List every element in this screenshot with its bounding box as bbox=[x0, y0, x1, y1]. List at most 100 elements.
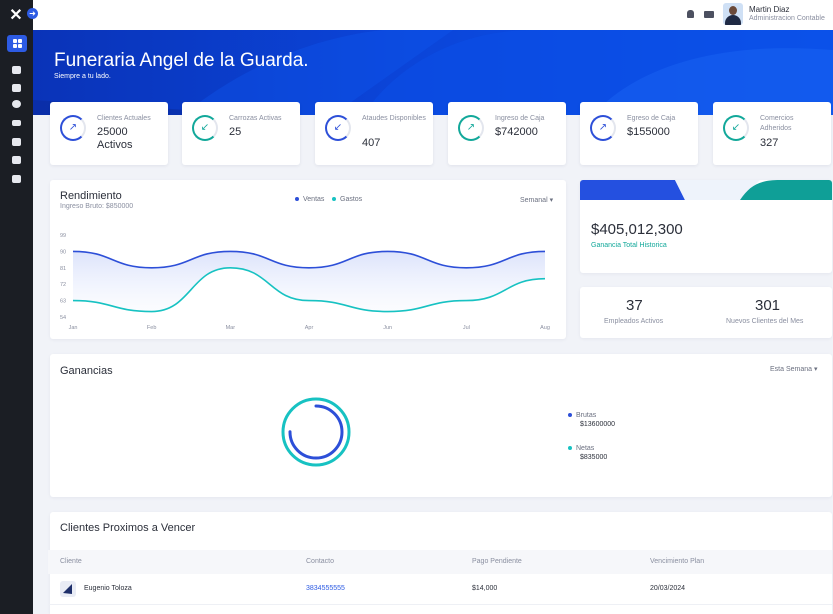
netas-value: $835000 bbox=[580, 454, 608, 461]
y-tick-label: 81 bbox=[60, 266, 66, 272]
y-tick-label: 90 bbox=[60, 249, 66, 255]
ganancias-card: Ganancias Esta Semana ▾ Brutas $13600000… bbox=[50, 354, 832, 497]
legend-brutas: Brutas bbox=[568, 412, 596, 419]
bell-icon[interactable] bbox=[687, 10, 694, 18]
ganancia-total-amount: $405,012,300 bbox=[591, 221, 683, 238]
series-area-fill bbox=[73, 251, 545, 312]
sidebar: ✕ bbox=[0, 0, 33, 614]
arrow-up-right-icon: ↗ bbox=[590, 115, 616, 141]
hero-title: Funeraria Angel de la Guarda. bbox=[54, 50, 309, 71]
legend-ventas[interactable]: Ventas bbox=[295, 196, 324, 203]
user-name: Martin Diaz bbox=[749, 5, 790, 14]
x-tick-label: Aug bbox=[540, 325, 550, 331]
stat-value: $742000 bbox=[495, 126, 538, 138]
legend-ventas-label: Ventas bbox=[303, 196, 325, 203]
legend-brutas-label: Brutas bbox=[576, 412, 597, 419]
cell-cliente: Eugenio Toloza bbox=[84, 585, 132, 592]
stat-card-carrozas[interactable]: ↙ Carrozas Activas 25 bbox=[182, 102, 300, 165]
rendimiento-card: Rendimiento Ingreso Bruto: $850000 Venta… bbox=[50, 180, 566, 339]
stat-value: 327 bbox=[760, 137, 779, 149]
legend-ventas-dot bbox=[295, 197, 299, 202]
x-tick-label: Feb bbox=[147, 325, 156, 331]
stats-mini-card: 37 Empleados Activos 301 Nuevos Clientes… bbox=[580, 287, 832, 338]
stat-label: Comercios Adheridos bbox=[760, 115, 794, 132]
stat-value: $155000 bbox=[627, 126, 670, 138]
stat-card-comercios[interactable]: ↙ Comercios Adheridos 327 bbox=[713, 102, 831, 165]
period-dropdown-label: Semanal bbox=[520, 197, 548, 204]
sidebar-item-home-icon[interactable] bbox=[12, 66, 21, 74]
sidebar-item-chat-icon[interactable] bbox=[12, 138, 21, 146]
legend-netas-dot bbox=[568, 446, 572, 451]
y-tick-label: 99 bbox=[60, 233, 66, 239]
x-tick-label: Apr bbox=[305, 325, 314, 331]
stat-card-egreso[interactable]: ↗ Egreso de Caja $155000 bbox=[580, 102, 698, 165]
sidebar-item-vehicles-icon[interactable] bbox=[12, 84, 21, 92]
nuevos-value: 301 bbox=[755, 297, 781, 314]
stat-card-ingreso[interactable]: ↗ Ingreso de Caja $742000 bbox=[448, 102, 566, 165]
sidebar-item-dashboard[interactable] bbox=[7, 35, 27, 52]
y-tick-label: 63 bbox=[60, 299, 66, 305]
arrow-down-left-icon: ↙ bbox=[192, 115, 218, 141]
topbar: Martin Diaz Administracion Contable bbox=[33, 0, 833, 30]
cell-contacto-link[interactable]: 3834555555 bbox=[306, 585, 345, 592]
rendimiento-title: Rendimiento bbox=[60, 190, 122, 202]
ganancias-donut-chart bbox=[281, 397, 351, 467]
donut-netas-arc[interactable] bbox=[281, 397, 351, 467]
stat-value: 407 bbox=[362, 137, 381, 149]
sidebar-item-users-icon[interactable] bbox=[12, 120, 21, 126]
nuevos-label: Nuevos Clientes del Mes bbox=[726, 318, 804, 325]
table-header bbox=[48, 550, 832, 574]
arrow-up-right-icon: ↗ bbox=[458, 115, 484, 141]
legend-gastos[interactable]: Gastos bbox=[332, 196, 362, 203]
period-dropdown[interactable]: Semanal ▾ bbox=[520, 197, 554, 204]
legend-brutas-dot bbox=[568, 413, 572, 418]
sidebar-item-shield-icon[interactable] bbox=[12, 100, 21, 108]
hero-subtitle: Siempre a tu lado. bbox=[54, 73, 111, 80]
legend-gastos-dot bbox=[332, 197, 336, 202]
empleados-value: 37 bbox=[626, 297, 643, 314]
stat-label: Ataudes Disponibles bbox=[362, 115, 426, 122]
stat-label: Clientes Actuales bbox=[97, 115, 151, 122]
rendimiento-subtitle: Ingreso Bruto: $850000 bbox=[60, 203, 134, 210]
arrow-up-right-icon: ↗ bbox=[60, 115, 86, 141]
col-contacto: Contacto bbox=[306, 558, 335, 565]
avatar[interactable] bbox=[723, 3, 743, 25]
stat-value: 25 bbox=[229, 126, 242, 138]
ganancias-period-dropdown[interactable]: Esta Semana ▾ bbox=[770, 366, 818, 373]
ganancia-total-card: $405,012,300 Ganancia Total Historica bbox=[580, 180, 832, 273]
client-logo-icon bbox=[60, 581, 76, 597]
ganancia-total-label: Ganancia Total Historica bbox=[591, 242, 667, 249]
stat-card-clientes[interactable]: ↗ Clientes Actuales 25000 Activos bbox=[50, 102, 168, 165]
row-divider bbox=[48, 604, 832, 605]
y-tick-label: 54 bbox=[60, 315, 66, 321]
hero-banner: Funeraria Angel de la Guarda. Siempre a … bbox=[33, 30, 833, 115]
col-cliente: Cliente bbox=[60, 558, 82, 565]
arrow-down-left-icon: ↙ bbox=[325, 115, 351, 141]
legend-gastos-label: Gastos bbox=[340, 196, 363, 203]
ganancias-title: Ganancias bbox=[60, 365, 113, 377]
legend-netas-label: Netas bbox=[576, 445, 595, 452]
col-pago: Pago Pendiente bbox=[472, 558, 522, 565]
sidebar-item-messages-icon[interactable] bbox=[12, 156, 21, 164]
sidebar-item-lock-icon[interactable] bbox=[12, 175, 21, 183]
sidebar-toggle-button[interactable]: ➜ bbox=[27, 8, 38, 19]
brutas-value: $13600000 bbox=[580, 421, 616, 428]
arrow-down-left-icon: ↙ bbox=[723, 115, 749, 141]
cell-pago: $14,000 bbox=[472, 585, 498, 592]
stat-label: Carrozas Activas bbox=[229, 115, 282, 122]
stat-value: 25000 Activos bbox=[97, 126, 133, 151]
x-tick-label: Mar bbox=[226, 325, 236, 331]
app-logo-icon: ✕ bbox=[9, 7, 23, 24]
series-line-gastos[interactable] bbox=[72, 266, 546, 313]
x-tick-label: Jul bbox=[463, 325, 470, 331]
donut-brutas-arc[interactable] bbox=[288, 404, 344, 460]
stat-card-ataudes[interactable]: ↙ Ataudes Disponibles 407 bbox=[315, 102, 433, 165]
series-line-ventas[interactable] bbox=[72, 250, 546, 269]
card-header-decoration bbox=[580, 180, 832, 200]
x-tick-label: Jan bbox=[69, 325, 78, 331]
mail-icon[interactable] bbox=[704, 11, 714, 18]
ganancias-period-label: Esta Semana bbox=[770, 366, 813, 373]
legend-netas: Netas bbox=[568, 445, 594, 452]
cell-vencimiento: 20/03/2024 bbox=[650, 585, 686, 592]
